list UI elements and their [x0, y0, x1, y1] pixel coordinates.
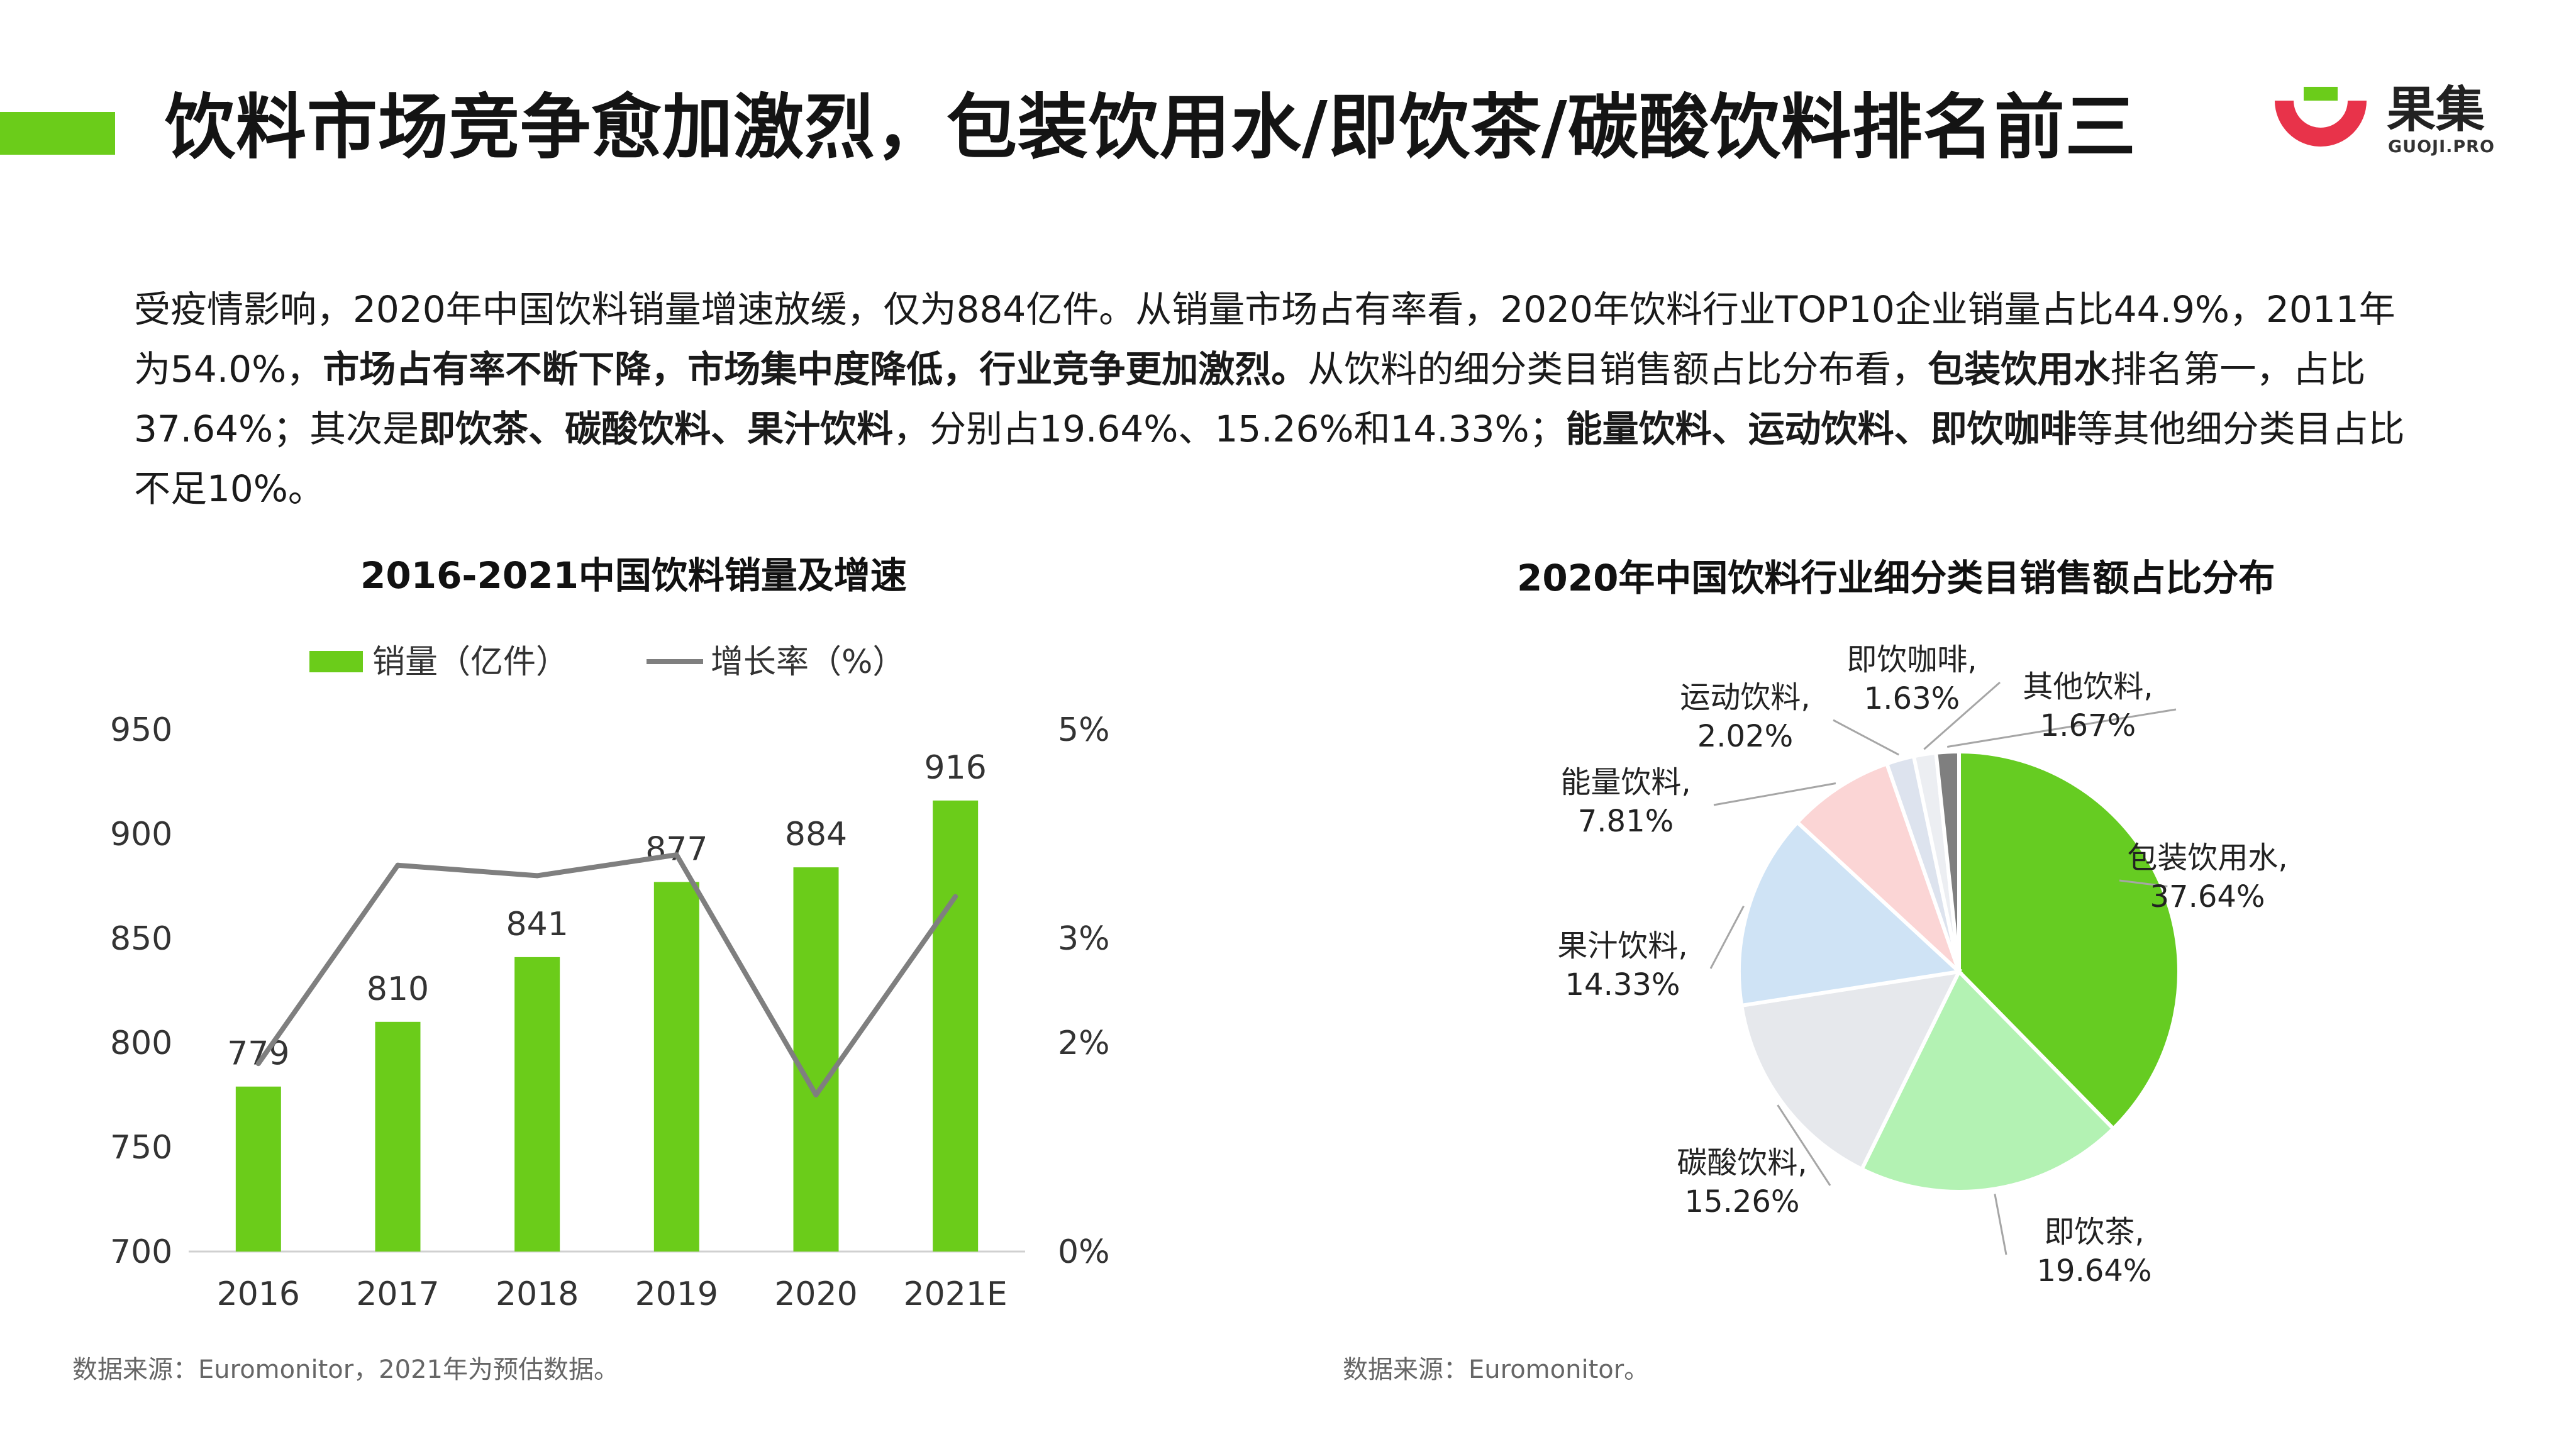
summary-text-1: 受疫情影响，2020年中国饮料销量增速放缓，仅为884亿件。从销量市场占有率看，…: [134, 288, 2396, 391]
pie-chart: 包装饮用水, 37.64% 即饮茶,19.64% 碳酸饮料, 15.26% 果汁饮料, 14…: [1557, 642, 2287, 1289]
bar-value-label: 916: [924, 749, 987, 787]
pie-slice-pct: 1.67%: [2040, 708, 2136, 743]
bar-value-label: 877: [645, 830, 708, 868]
pie-leader-line: [1923, 681, 2001, 750]
pie-slice: [1794, 761, 1961, 974]
growth-line-point: [953, 894, 958, 899]
bar-value-label: 779: [227, 1035, 289, 1073]
legend-line-label: 增长率（%）: [711, 643, 905, 681]
x-tick-label: 2018: [496, 1275, 579, 1313]
y-left-tick-label: 800: [110, 1024, 172, 1062]
legend-bar-label: 销量（亿件）: [372, 643, 569, 681]
pie-slice-name: 果汁饮料,: [1557, 928, 1687, 963]
x-tick-label: 2020: [774, 1275, 857, 1313]
pie-slice-pct: 14.33%: [1565, 967, 1680, 1002]
pie-slice-pct: 2.02%: [1697, 719, 1793, 754]
growth-line-point: [813, 1092, 819, 1097]
bar: [933, 800, 979, 1252]
y-right-tick-label: 2%: [1058, 1024, 1110, 1062]
pie-chart-source: 数据来源：Euromonitor。: [1343, 1355, 1650, 1384]
y-right-tick-label: 3%: [1058, 920, 1110, 958]
bar-value-label: 884: [785, 816, 847, 853]
pie-slice-pct: 7.81%: [1578, 804, 1674, 839]
y-right-tick-label: 0%: [1058, 1233, 1110, 1271]
y-left-tick-label: 950: [110, 711, 172, 749]
x-tick-label: 2016: [217, 1275, 300, 1313]
pie-slice-pct: 1.63%: [1864, 681, 1960, 716]
summary-text-3: 排名第一，占比37.64%；其次是: [134, 348, 2366, 450]
growth-line-point: [255, 1061, 261, 1067]
title-accent-bar: [0, 112, 115, 155]
bar: [375, 1021, 421, 1252]
pie-slice: [1859, 968, 2116, 1194]
logo-text: 果集: [2387, 82, 2485, 138]
x-tick-label: 2019: [635, 1275, 718, 1313]
pie-slice: [1737, 819, 1963, 1008]
growth-line-point: [535, 873, 540, 879]
pie-leader-line: [1833, 719, 1899, 756]
pie-leader-line: [1946, 708, 2177, 748]
y-left-tick-label: 900: [110, 816, 172, 853]
summary-text-4: ，分别占19.64%、15.26%和14.33%；: [893, 408, 1566, 450]
pie-slice-name: 包装饮用水,: [2127, 840, 2287, 875]
bar: [653, 882, 699, 1252]
pie-slice-name: 能量饮料,: [1560, 765, 1690, 800]
summary-bold-3: 即饮茶、碳酸饮料、果汁饮料: [419, 408, 894, 450]
pie-chart-title: 2020年中国饮料行业细分类目销售额占比分布: [1517, 557, 2275, 599]
pie-leader-line: [1777, 1104, 1831, 1186]
bar-chart-source: 数据来源：Euromonitor，2021年为预估数据。: [72, 1355, 619, 1384]
pie-leader-line: [1994, 1194, 2007, 1255]
brand-logo: 果集 GUOJI.PRO: [2267, 82, 2494, 164]
pie-slice: [1739, 969, 1963, 1172]
summary-text-2: 从饮料的细分类目销售额占比分布看，: [1307, 348, 1928, 391]
growth-line-point: [674, 852, 679, 858]
bar: [514, 957, 560, 1252]
summary-paragraph: 受疫情影响，2020年中国饮料销量增速放缓，仅为884亿件。从销量市场占有率看，…: [134, 280, 2429, 519]
pie-slice-name: 运动饮料,: [1680, 680, 1810, 715]
pie-slice: [1934, 749, 1961, 972]
y-left-tick-label: 700: [110, 1233, 172, 1271]
y-right-tick-label: 5%: [1058, 711, 1110, 749]
growth-line-point: [395, 862, 401, 868]
pie-slice-pct: 15.26%: [1684, 1184, 1799, 1219]
bar: [235, 1086, 281, 1252]
page-title: 饮料市场竞争愈加激烈，包装饮用水/即饮茶/碳酸饮料排名前三: [165, 87, 2136, 169]
summary-bold-2: 包装饮用水: [1928, 348, 2111, 391]
bar-value-label: 810: [367, 970, 429, 1008]
bar-chart-title: 2016-2021中国饮料销量及增速: [360, 554, 907, 597]
pie-slice-pct: 37.64%: [2150, 879, 2265, 914]
bar-value-label: 841: [506, 906, 569, 943]
pie-slice-name: 碳酸饮料,: [1677, 1145, 1807, 1180]
legend-bar-swatch: [309, 651, 363, 672]
y-left-tick-label: 850: [110, 920, 172, 958]
bar-line-chart: 销量（亿件） 增长率（%） 700 750 800 850 900 950 0% 2% 3% 5% 77…: [110, 643, 1110, 1313]
x-tick-label: 2017: [356, 1275, 439, 1313]
growth-line: [256, 852, 958, 1097]
pie-slice-pct: 19.64%: [2036, 1253, 2151, 1289]
pie-slice-name: 即饮茶,: [2044, 1214, 2144, 1250]
summary-bold-1: 市场占有率不断下降，市场集中度降低，行业竞争更加激烈。: [323, 348, 1308, 391]
x-tick-label: 2021E: [904, 1275, 1008, 1313]
bar: [793, 867, 839, 1252]
logo-subtext: GUOJI.PRO: [2388, 137, 2495, 157]
pie-slice-name: 其他饮料,: [2023, 669, 2153, 704]
logo-mark-icon: [2275, 87, 2367, 147]
summary-bold-4: 能量饮料、运动饮料、即饮咖啡: [1565, 408, 2077, 450]
summary-text-5: 等其他细分类目占比不足10%。: [134, 408, 2405, 510]
y-left-tick-label: 750: [110, 1129, 172, 1167]
pie-leader-line: [1713, 782, 1836, 806]
pie-leader-line: [2119, 879, 2168, 887]
pie-slice-name: 即饮咖啡,: [1846, 642, 1977, 677]
pie-slice: [1957, 749, 2181, 1131]
pie-leader-line: [1709, 906, 1745, 969]
